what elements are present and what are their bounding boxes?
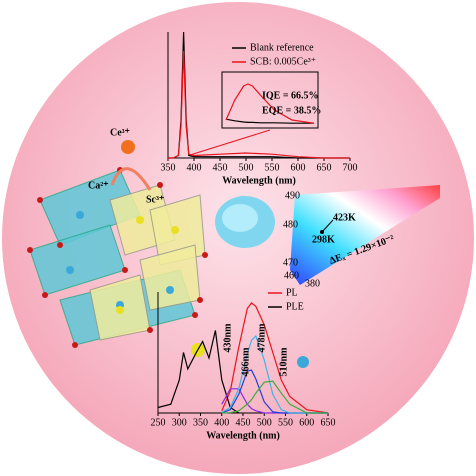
- inset-frame: [221, 71, 319, 129]
- ce-ion: [121, 140, 135, 154]
- annotation: 466nm: [240, 347, 251, 377]
- series-line: [221, 380, 328, 414]
- series-line: [168, 50, 350, 159]
- cie-wavelength: 380: [305, 278, 320, 289]
- annotation: 430nm: [222, 323, 233, 353]
- ion-label: Ce³⁺: [110, 127, 130, 138]
- ion-label: Ca²⁺: [88, 180, 109, 191]
- x-tick-label: 350: [161, 162, 176, 173]
- annotation: 478nm: [256, 323, 267, 353]
- x-tick-label: 400: [214, 417, 229, 428]
- series-line: [157, 330, 240, 414]
- annotation: EQE = 38.5%: [262, 105, 321, 116]
- annotation: IQE = 66.5%: [262, 90, 319, 101]
- ion-icon: [297, 356, 309, 368]
- x-tick-label: 550: [278, 417, 293, 428]
- x-tick-label: 250: [151, 417, 166, 428]
- x-tick-label: 400: [187, 162, 202, 173]
- x-tick-label: 450: [236, 417, 251, 428]
- x-tick-label: 450: [213, 162, 228, 173]
- x-tick-label: 350: [193, 417, 208, 428]
- crystal-structure: [27, 140, 208, 348]
- x-tick-label: 600: [291, 162, 306, 173]
- x-axis-label: Wavelength (nm): [206, 430, 280, 441]
- arrow: [321, 219, 334, 233]
- x-tick-label: 300: [172, 417, 187, 428]
- x-tick-label: 500: [239, 162, 254, 173]
- arrow: [189, 129, 271, 156]
- ion-label: Sc³⁺: [146, 194, 164, 205]
- x-tick-label: 550: [265, 162, 280, 173]
- series-line: [225, 83, 315, 124]
- x-tick-label: 650: [321, 417, 336, 428]
- series-line: [225, 118, 314, 124]
- cie-wavelength: 470: [283, 257, 298, 268]
- powder: [222, 204, 258, 232]
- cie-wavelength: 480: [283, 219, 298, 230]
- x-axis-label: Wavelength (nm): [222, 175, 296, 186]
- legend-label: SCB: 0.005Ce³⁺: [250, 56, 316, 67]
- charts: 350 400 450 500 550 600 650 700 Wavelength (nm) B…: [151, 31, 358, 441]
- cie-wavelength: 490: [285, 190, 300, 201]
- legend-label: PL: [286, 287, 298, 298]
- x-tick-label: 500: [257, 417, 272, 428]
- x-tick-label: 700: [343, 162, 358, 173]
- cie-point-label: 298K: [312, 234, 335, 245]
- annotation: 510nm: [278, 347, 289, 377]
- series-line: [221, 302, 329, 414]
- x-tick-label: 650: [317, 162, 332, 173]
- legend-label: Blank reference: [250, 42, 314, 53]
- series-line: [221, 334, 328, 414]
- cie-diagram: [290, 185, 440, 285]
- x-tick-label: 600: [299, 417, 314, 428]
- cie-wavelength: 460: [284, 270, 299, 281]
- cie-point-label: 423K: [333, 212, 356, 223]
- legend-label: PLE: [286, 301, 304, 312]
